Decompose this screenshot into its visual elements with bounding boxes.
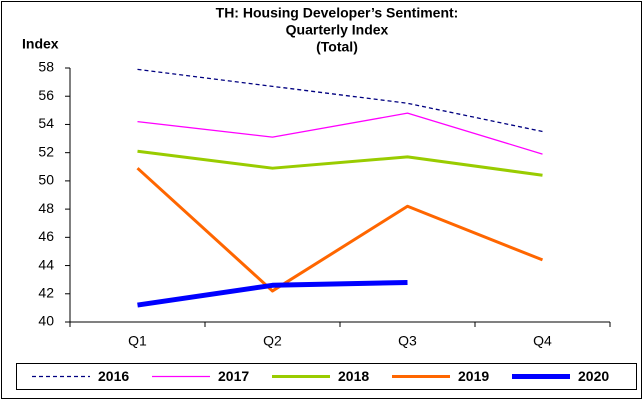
chart-title: TH: Housing Developer’s Sentiment: <box>216 5 459 21</box>
series-line <box>137 112 543 155</box>
y-tick-label: 50 <box>38 172 54 188</box>
chart-title: (Total) <box>316 39 358 55</box>
y-tick-label: 42 <box>38 284 54 300</box>
y-tick-label: 48 <box>38 200 54 216</box>
chart-title: Quarterly Index <box>286 22 389 38</box>
y-tick-label: 44 <box>38 256 54 272</box>
series-line <box>137 279 408 308</box>
y-tick-label: 54 <box>38 115 54 131</box>
y-tick-label: 40 <box>38 313 54 329</box>
y-tick-label: 56 <box>38 87 54 103</box>
legend-label: 2017 <box>218 368 249 384</box>
legend-label: 2019 <box>458 368 489 384</box>
series-line <box>136 167 544 293</box>
legend-label: 2016 <box>98 368 129 384</box>
legend-label: 2018 <box>338 368 369 384</box>
series-line <box>137 68 543 133</box>
x-tick-label: Q3 <box>398 333 417 349</box>
legend-box <box>16 363 637 390</box>
series-line <box>137 149 543 177</box>
y-tick-label: 58 <box>38 59 54 75</box>
y-tick-label: 46 <box>38 228 54 244</box>
y-tick-label: 52 <box>38 143 54 159</box>
x-tick-label: Q4 <box>533 333 552 349</box>
x-tick-label: Q1 <box>128 333 147 349</box>
legend-label: 2020 <box>578 368 609 384</box>
x-tick-label: Q2 <box>263 333 282 349</box>
y-axis-label: Index <box>22 36 59 52</box>
